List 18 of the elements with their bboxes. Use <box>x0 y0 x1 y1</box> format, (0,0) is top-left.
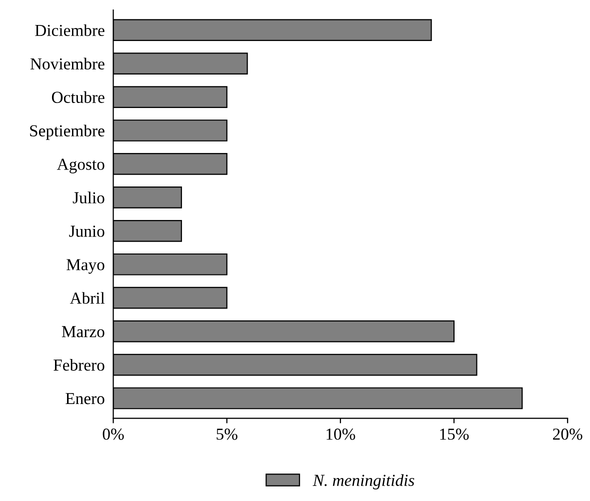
y-tick-label: Noviembre <box>30 58 104 70</box>
y-tick-label: Julio <box>72 192 104 204</box>
y-tick-label: Diciembre <box>35 24 104 36</box>
y-tick-label: Agosto <box>56 158 104 174</box>
x-tick-label: 5% <box>216 428 238 440</box>
y-tick-label: Septiembre <box>30 124 104 140</box>
x-tick-label: 0% <box>102 428 124 440</box>
y-tick-label: Junio <box>69 226 104 237</box>
y-tick-label: Febrero <box>54 359 104 371</box>
x-tick-label: 15% <box>440 428 469 440</box>
x-tick-label: 20% <box>553 428 582 440</box>
y-tick-label: Mayo <box>66 259 104 274</box>
x-tick-label: 10% <box>326 428 356 440</box>
y-tick-label: Abril <box>70 292 105 304</box>
legend-label: N. meningitidis <box>312 474 414 490</box>
y-tick-label: Octubre <box>52 91 104 103</box>
y-tick-label: Enero <box>66 393 104 404</box>
y-tick-label: Marzo <box>62 326 104 338</box>
